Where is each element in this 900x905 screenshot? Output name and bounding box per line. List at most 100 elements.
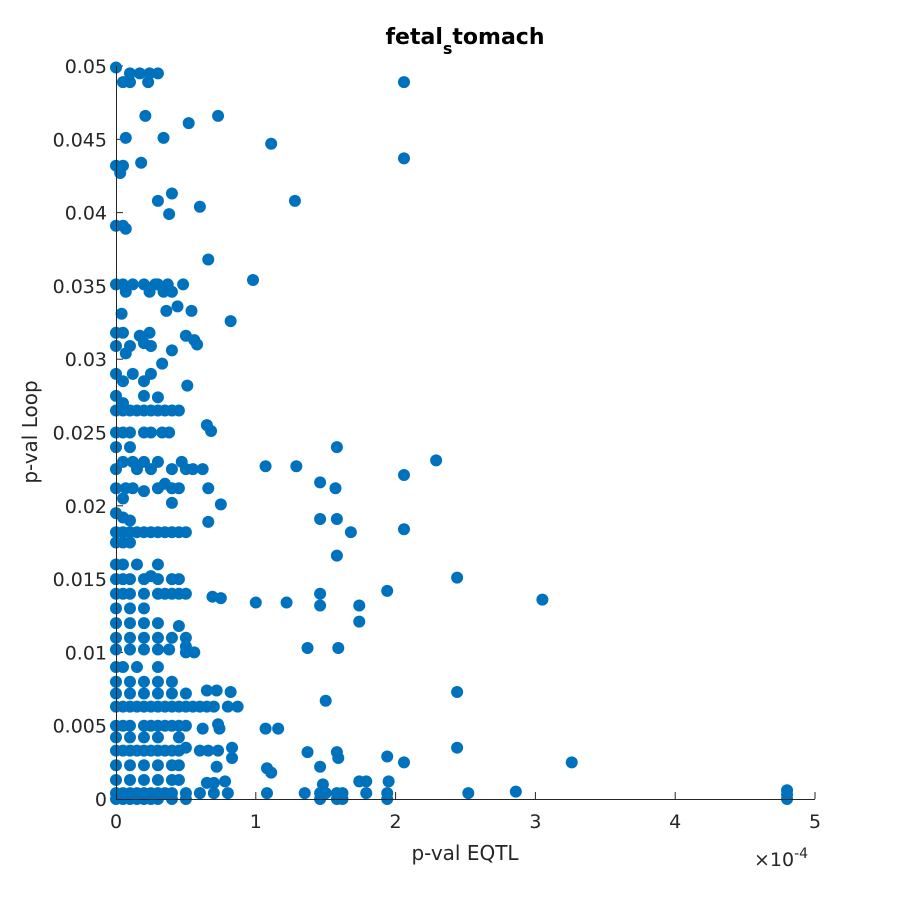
data-point	[151, 67, 164, 80]
data-point	[139, 109, 152, 122]
data-point	[163, 426, 176, 439]
data-point	[123, 731, 136, 744]
data-point	[137, 602, 150, 615]
data-point	[137, 759, 150, 772]
data-point	[332, 751, 345, 764]
data-point	[265, 137, 278, 150]
data-point	[397, 469, 410, 482]
data-point	[130, 661, 143, 674]
data-points	[110, 61, 794, 805]
data-point	[202, 515, 215, 528]
x-tick-label: 4	[669, 811, 681, 833]
data-point	[298, 787, 311, 800]
data-point	[196, 463, 209, 476]
data-point	[130, 463, 143, 476]
data-point	[231, 700, 244, 713]
data-point	[119, 131, 132, 144]
data-point	[179, 587, 192, 600]
data-point	[219, 775, 232, 788]
data-point	[172, 573, 185, 586]
data-point	[142, 76, 155, 89]
data-point	[151, 558, 164, 571]
data-point	[137, 485, 150, 498]
y-tick-label: 0.01	[65, 642, 107, 664]
data-point	[212, 744, 225, 757]
data-point	[151, 617, 164, 630]
data-point	[126, 367, 139, 380]
data-point	[314, 587, 327, 600]
data-point	[116, 492, 129, 505]
y-tick-label: 0.045	[53, 129, 107, 151]
data-point	[288, 194, 301, 207]
data-point	[172, 731, 185, 744]
y-tick-label: 0.005	[53, 716, 107, 738]
title-part-start: fetal	[385, 25, 442, 50]
data-point	[123, 675, 136, 688]
data-point	[191, 338, 204, 351]
data-point	[182, 117, 195, 130]
data-point	[165, 631, 178, 644]
data-point	[137, 587, 150, 600]
data-point	[207, 700, 220, 713]
data-point	[143, 67, 156, 80]
data-point	[116, 661, 129, 674]
data-point	[114, 167, 127, 180]
data-point	[165, 285, 178, 298]
x-tick-label: 5	[809, 811, 821, 833]
data-point	[151, 759, 164, 772]
x-tick-label: 2	[390, 811, 402, 833]
data-point	[179, 741, 192, 754]
data-point	[397, 756, 410, 769]
data-point	[272, 722, 285, 735]
data-point	[509, 785, 522, 798]
data-point	[226, 751, 239, 764]
data-point	[259, 722, 272, 735]
data-point	[214, 498, 227, 511]
data-point	[301, 642, 314, 655]
data-point	[247, 274, 260, 287]
data-point	[193, 787, 206, 800]
data-point	[143, 326, 156, 339]
data-point	[179, 646, 192, 659]
data-point	[137, 631, 150, 644]
y-tick-label: 0.025	[53, 423, 107, 445]
x-exponent-power: -4	[794, 846, 808, 862]
data-point	[202, 253, 215, 266]
data-point	[181, 379, 194, 392]
data-point	[144, 463, 157, 476]
data-point	[123, 759, 136, 772]
data-point	[137, 675, 150, 688]
data-point	[165, 344, 178, 357]
data-point	[151, 773, 164, 786]
data-point	[360, 787, 373, 800]
data-point	[259, 460, 272, 473]
data-point	[290, 460, 303, 473]
data-point	[123, 687, 136, 700]
data-point	[151, 687, 164, 700]
data-point	[536, 593, 549, 606]
data-point	[265, 766, 278, 779]
data-point	[123, 573, 136, 586]
data-point	[224, 315, 237, 328]
data-point	[130, 558, 143, 571]
data-point	[353, 615, 366, 628]
data-point	[165, 675, 178, 688]
data-point	[212, 109, 225, 122]
data-point	[123, 426, 136, 439]
data-point	[123, 631, 136, 644]
data-point	[123, 67, 136, 80]
data-point	[397, 152, 410, 165]
data-point	[207, 776, 220, 789]
data-point	[165, 687, 178, 700]
data-point	[123, 719, 136, 732]
y-tick-label: 0.035	[53, 276, 107, 298]
data-point	[116, 326, 129, 339]
data-point	[172, 482, 185, 495]
data-point	[135, 156, 148, 169]
data-point	[280, 596, 293, 609]
y-tick-label: 0.02	[65, 496, 107, 518]
data-point	[123, 441, 136, 454]
data-point	[200, 684, 213, 697]
data-point	[137, 389, 150, 402]
data-point	[186, 463, 199, 476]
